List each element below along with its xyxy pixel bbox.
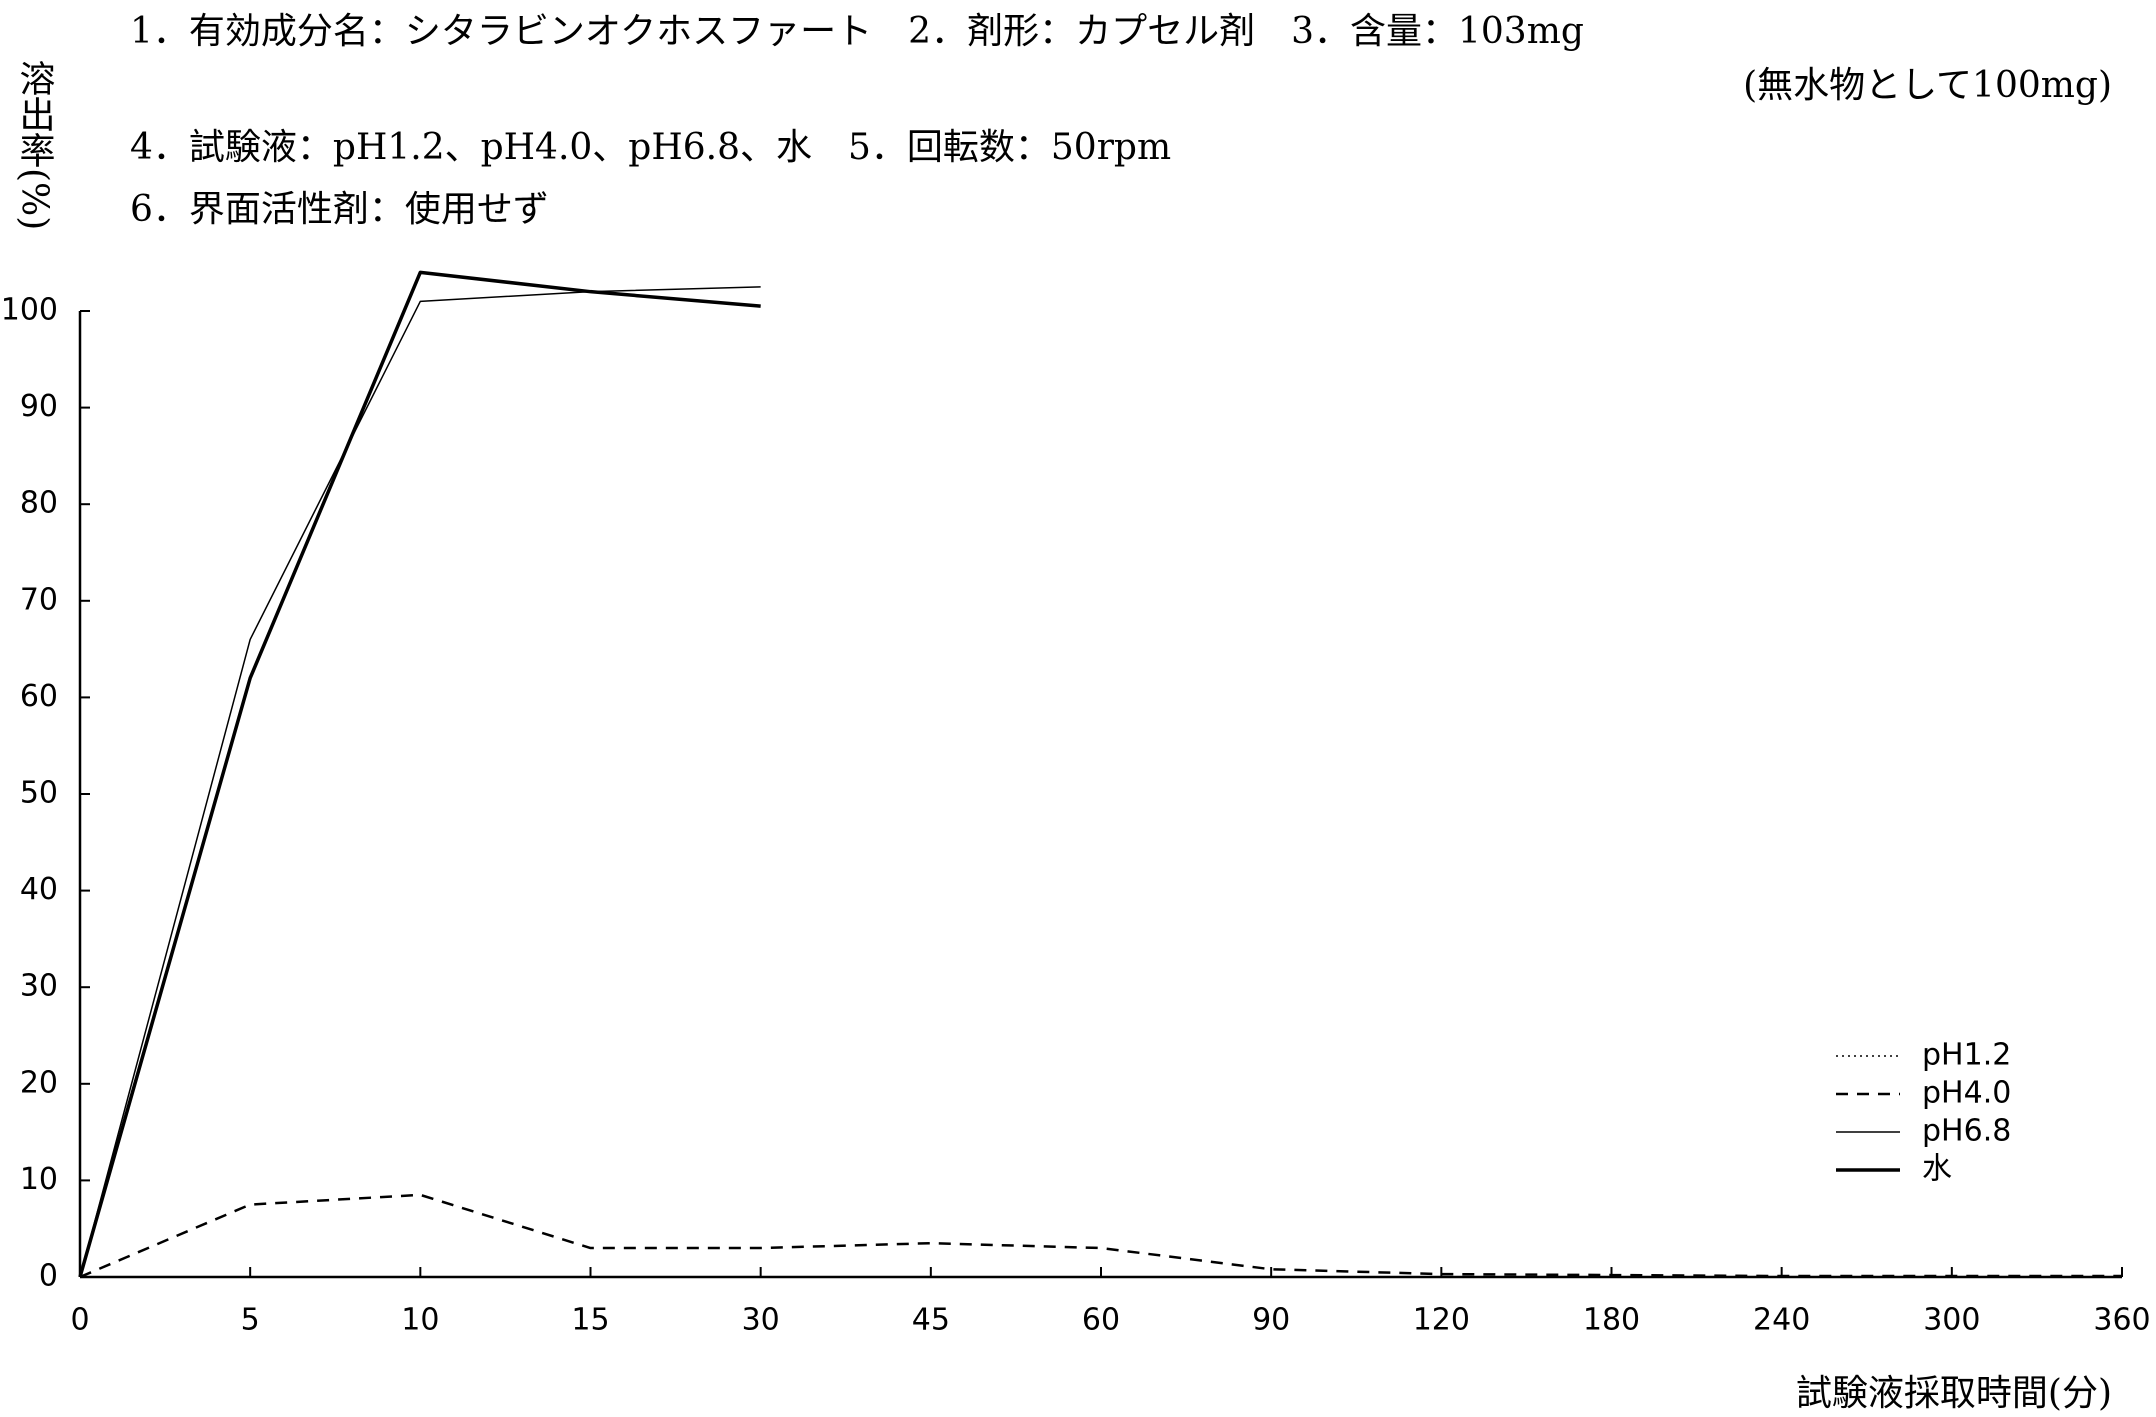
x-tick-label: 300: [1923, 1303, 1980, 1338]
x-tick-label: 5: [241, 1303, 260, 1338]
legend-label: pH1.2: [1922, 1038, 2011, 1073]
legend-label: pH4.0: [1922, 1076, 2011, 1111]
x-tick-label: 60: [1082, 1303, 1120, 1338]
series-line: [78, 270, 761, 1278]
y-tick-label: 40: [20, 872, 58, 907]
annotation: 4．試験液：pH1.2、pH4.0、pH6.8、水 5．回転数：50rpm: [130, 127, 1171, 168]
annotation: (無水物として100mg): [1743, 65, 2112, 106]
x-tick-label: 30: [742, 1303, 780, 1338]
x-tick-label: 0: [70, 1303, 89, 1338]
x-tick-label: 120: [1413, 1303, 1470, 1338]
legend-label: 水: [1922, 1152, 1952, 1187]
series-line: [79, 1193, 2122, 1279]
series-line: [79, 286, 761, 1278]
y-tick-label: 100: [1, 293, 58, 328]
x-axis-label: 試験液採取時間(分): [1796, 1373, 2112, 1414]
x-tick-label: 360: [2093, 1303, 2150, 1338]
y-tick-label: 30: [20, 969, 58, 1004]
x-tick-label: 90: [1252, 1303, 1290, 1338]
x-tick-label: 45: [912, 1303, 950, 1338]
y-tick-label: 50: [20, 776, 58, 811]
y-tick-label: 70: [20, 582, 58, 617]
x-tick-label: 10: [401, 1303, 439, 1338]
annotation: 1．有効成分名：シタラビンオクホスファート 2．剤形：カプセル剤 3．含量：10…: [130, 11, 1584, 52]
x-tick-label: 180: [1583, 1303, 1640, 1338]
legend-label: pH6.8: [1922, 1114, 2011, 1149]
x-tick-label: 240: [1753, 1303, 1810, 1338]
y-tick-label: 0: [39, 1259, 58, 1294]
y-axis-label: 溶出率(%): [14, 60, 55, 231]
y-tick-label: 80: [20, 486, 58, 521]
y-tick-label: 10: [20, 1162, 58, 1197]
x-tick-label: 15: [571, 1303, 609, 1338]
y-tick-label: 90: [20, 389, 58, 424]
y-tick-label: 20: [20, 1065, 58, 1100]
y-tick-label: 60: [20, 679, 58, 714]
annotation: 6．界面活性剤：使用せず: [130, 189, 549, 230]
